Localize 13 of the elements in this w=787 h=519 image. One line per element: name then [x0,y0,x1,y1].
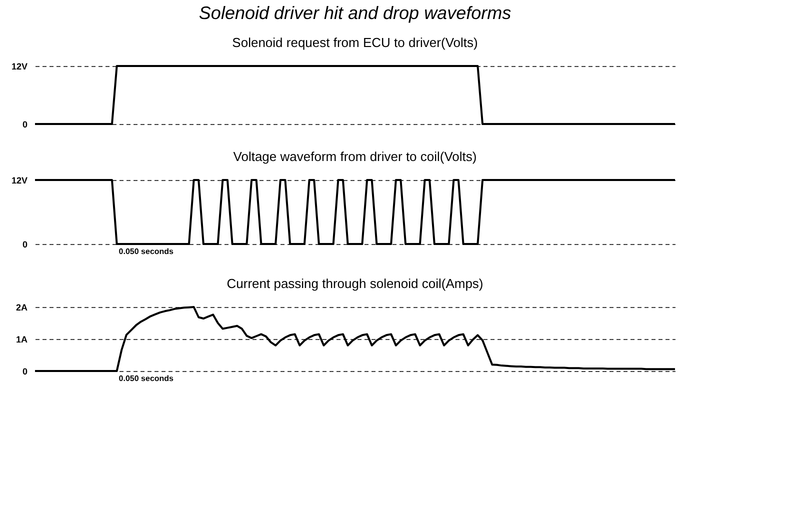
y-tick-label: 0 [22,366,28,376]
y-tick-label: 12V [11,176,28,186]
y-tick-label: 0 [22,240,28,250]
y-tick-label: 2A [16,302,28,312]
y-tick-label: 1A [16,334,28,344]
chart-title: Solenoid driver hit and drop waveforms [198,3,512,23]
chart-subtitle: Solenoid request from ECU to driver(Volts) [232,35,478,50]
text: 0.050 seconds [118,247,174,256]
chart-title: Current passing through solenoid coil(Amps) [226,276,484,291]
chart-title: Voltage waveform from driver to coil(Volts) [233,149,477,164]
y-tick-label: 0 [22,120,28,130]
y-tick-label: 12V [11,62,28,72]
text: 0.050 seconds [118,374,174,383]
